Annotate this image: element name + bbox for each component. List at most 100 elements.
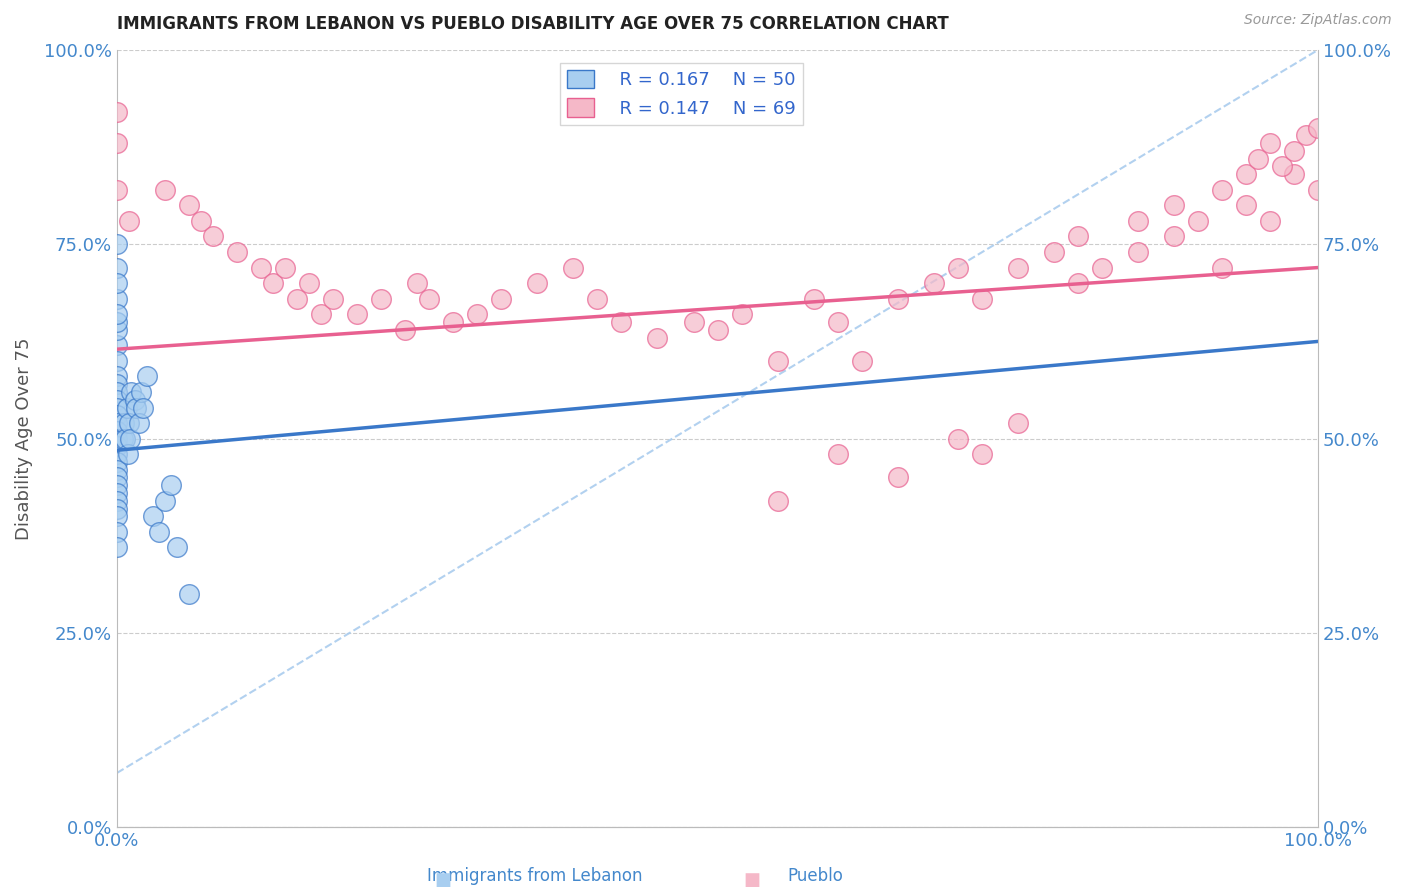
Point	[105, 439, 128, 453]
Point	[160, 478, 183, 492]
Point	[105, 292, 128, 306]
Point	[322, 292, 344, 306]
Text: Pueblo: Pueblo	[787, 867, 844, 885]
Point	[105, 424, 128, 438]
Point	[105, 315, 128, 329]
Point	[111, 432, 134, 446]
Point	[1234, 167, 1257, 181]
Point	[105, 501, 128, 516]
Point	[682, 315, 704, 329]
Point	[766, 354, 789, 368]
Point	[250, 260, 273, 275]
Point	[827, 315, 849, 329]
Point	[105, 416, 128, 430]
Text: IMMIGRANTS FROM LEBANON VS PUEBLO DISABILITY AGE OVER 75 CORRELATION CHART: IMMIGRANTS FROM LEBANON VS PUEBLO DISABI…	[117, 15, 949, 33]
Point	[526, 276, 548, 290]
Point	[105, 432, 128, 446]
Point	[970, 447, 993, 461]
Point	[886, 292, 908, 306]
Point	[1308, 120, 1330, 135]
Point	[730, 307, 752, 321]
Point	[1067, 229, 1090, 244]
Point	[120, 384, 142, 399]
Point	[706, 323, 728, 337]
Point	[153, 493, 176, 508]
Point	[128, 416, 150, 430]
Point	[1211, 260, 1233, 275]
Point	[394, 323, 416, 337]
Point	[117, 447, 139, 461]
Point	[562, 260, 585, 275]
Point	[124, 392, 146, 407]
Point	[298, 276, 321, 290]
Point	[441, 315, 464, 329]
Point	[105, 455, 128, 469]
Point	[177, 587, 200, 601]
Point	[586, 292, 609, 306]
Point	[142, 509, 165, 524]
Point	[370, 292, 392, 306]
Point	[1187, 214, 1209, 228]
Point	[120, 432, 142, 446]
Point	[946, 260, 969, 275]
Point	[105, 509, 128, 524]
Point	[105, 541, 128, 555]
Point	[153, 183, 176, 197]
Point	[1234, 198, 1257, 212]
Point	[105, 470, 128, 484]
Point	[1308, 183, 1330, 197]
Point	[136, 369, 159, 384]
Point	[285, 292, 308, 306]
Text: Immigrants from Lebanon: Immigrants from Lebanon	[426, 867, 643, 885]
Point	[946, 432, 969, 446]
Point	[1126, 214, 1149, 228]
Point	[129, 384, 152, 399]
Point	[115, 401, 138, 415]
Point	[105, 392, 128, 407]
Point	[132, 401, 155, 415]
Point	[1043, 245, 1066, 260]
Point	[465, 307, 488, 321]
Point	[922, 276, 945, 290]
Point	[1067, 276, 1090, 290]
Point	[166, 541, 188, 555]
Point	[1126, 245, 1149, 260]
Point	[1007, 416, 1029, 430]
Point	[1258, 214, 1281, 228]
Point	[105, 524, 128, 539]
Legend:   R = 0.167    N = 50,   R = 0.147    N = 69: R = 0.167 N = 50, R = 0.147 N = 69	[560, 62, 803, 125]
Point	[274, 260, 297, 275]
Point	[105, 369, 128, 384]
Point	[105, 237, 128, 252]
Point	[1211, 183, 1233, 197]
Y-axis label: Disability Age Over 75: Disability Age Over 75	[15, 337, 32, 540]
Point	[105, 354, 128, 368]
Point	[970, 292, 993, 306]
Point	[105, 276, 128, 290]
Point	[105, 260, 128, 275]
Point	[1007, 260, 1029, 275]
Point	[418, 292, 440, 306]
Point	[105, 401, 128, 415]
Point	[226, 245, 249, 260]
Point	[105, 377, 128, 392]
Point	[105, 409, 128, 423]
Point	[105, 183, 128, 197]
Point	[105, 486, 128, 500]
Point	[1091, 260, 1114, 275]
Point	[105, 478, 128, 492]
Point	[105, 323, 128, 337]
Point	[886, 470, 908, 484]
Point	[346, 307, 368, 321]
Point	[1258, 136, 1281, 150]
Point	[1282, 144, 1305, 158]
Point	[202, 229, 225, 244]
Text: ■: ■	[744, 871, 761, 889]
Point	[148, 524, 170, 539]
Point	[851, 354, 873, 368]
Text: ■: ■	[434, 871, 451, 889]
Point	[177, 198, 200, 212]
Point	[491, 292, 513, 306]
Point	[610, 315, 633, 329]
Point	[105, 136, 128, 150]
